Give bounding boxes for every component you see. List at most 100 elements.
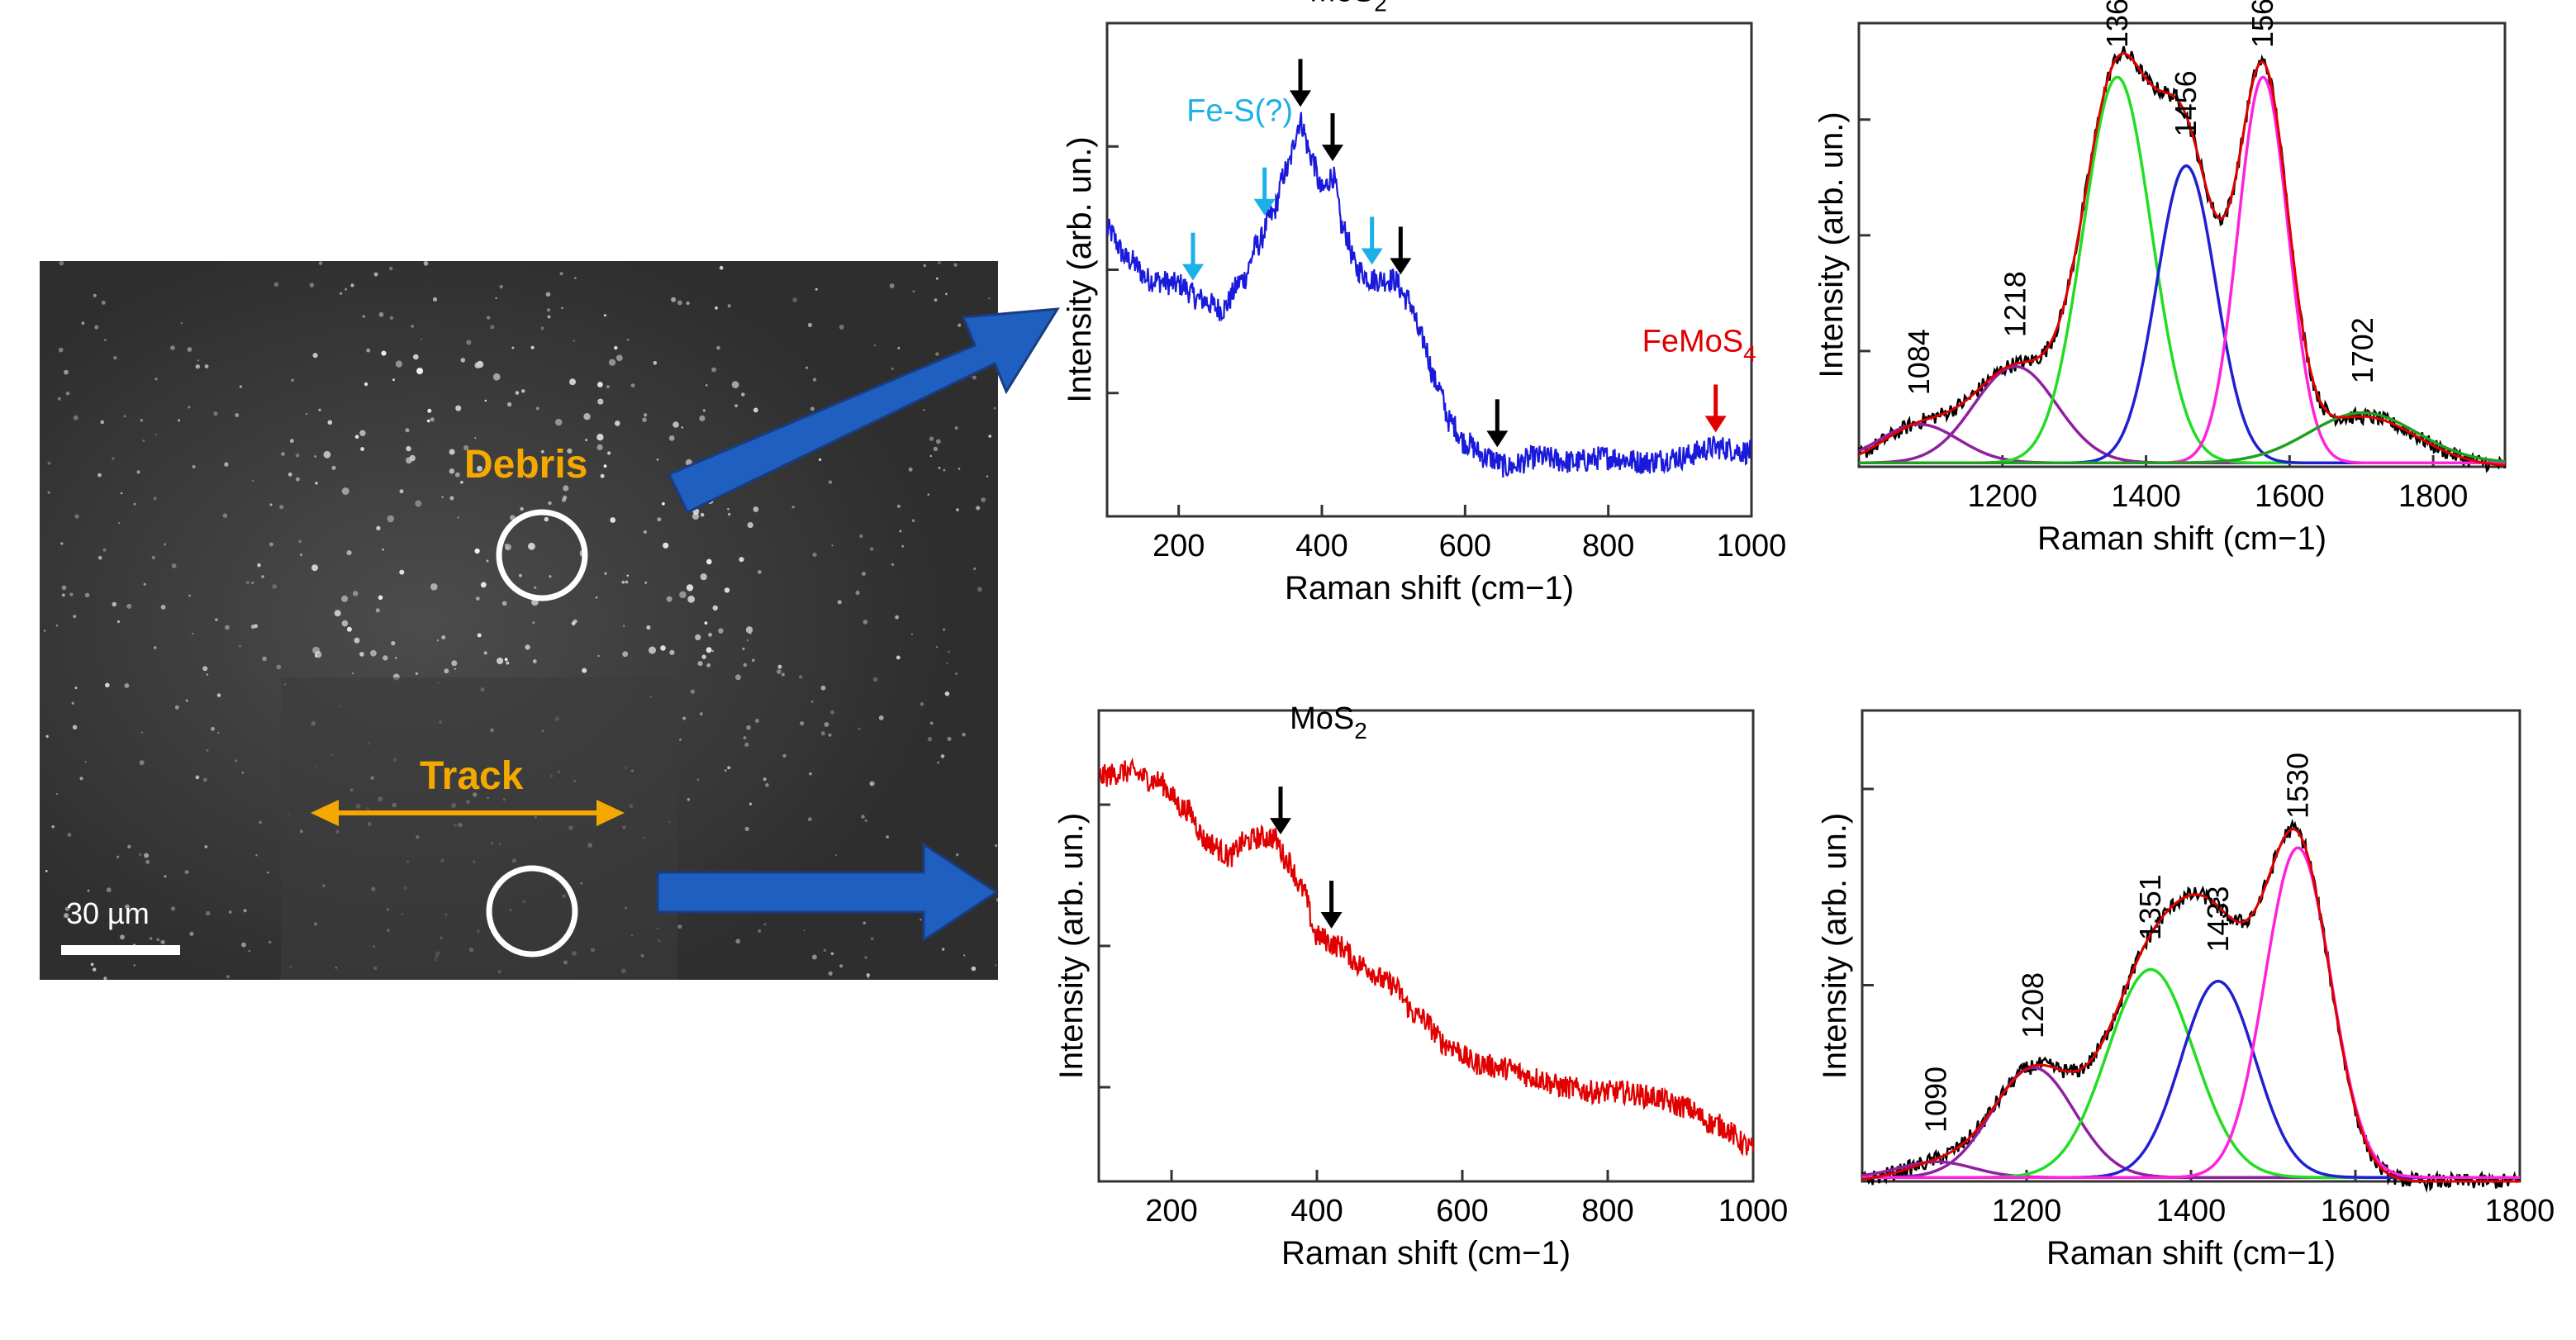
sem-particle [133,502,136,506]
sem-particle [621,580,625,584]
sem-particle [492,373,501,381]
sem-particle [735,938,741,944]
sem-particle [753,407,758,413]
sem-particle [127,844,131,848]
sem-particle [955,508,959,512]
sem-particle [409,454,416,462]
sem-particle [995,844,998,848]
sem-particle [528,542,535,550]
sem-particle [262,656,267,662]
sem-particle [569,378,576,386]
sem-particle [743,736,747,740]
sem-particle [235,759,238,763]
sem-particle [295,453,300,458]
sem-particle [742,647,745,651]
sem-particle [700,573,707,581]
sem-particle [712,605,718,611]
sem-particle [657,517,662,522]
debris-fit-envelope-line [1858,52,2506,467]
sem-particle [746,725,751,730]
sem-particle [341,487,349,495]
sem-particle [460,358,466,363]
sem-particle [81,321,85,325]
sem-particle [744,826,749,832]
sem-particle [519,573,522,577]
debris-raman-peak-arrow-0-head [1182,264,1204,281]
sem-particle [995,964,997,967]
sem-particle [938,466,941,469]
sem-particle [341,620,349,627]
sem-particle [309,283,314,287]
sem-particle [741,392,745,397]
sem-particle [204,845,208,848]
sem-particle [222,513,228,518]
sem-particle [69,592,74,596]
sem-particle [246,581,250,584]
sem-particle [441,635,446,639]
sem-particle [831,544,834,547]
track-fit-xtick-label: 1400 [2156,1194,2227,1228]
sem-particle [59,261,64,266]
track-raman-peak-arrow-0-head [1270,818,1291,835]
sem-particle [935,439,941,444]
debris-fit-peak-label-1456: 1456 [2169,70,2203,136]
sem-particle [682,716,687,720]
sem-particle [311,564,318,572]
sem-particle [71,701,74,705]
sem-particle [561,497,567,502]
sem-particle [677,300,682,306]
sem-particle [758,570,762,574]
sem-particle [820,731,825,736]
sem-particle [929,721,934,725]
track-fit-peak-label-1090: 1090 [1919,1067,1953,1133]
debris-to-spectrum-arrow [667,307,1060,515]
sem-particle [45,870,48,872]
sem-particle [211,726,215,731]
sem-particle [346,626,352,632]
sem-particle [668,435,675,441]
track-fit-envelope-line [1861,828,2520,1183]
sem-particle [241,772,245,774]
sem-particle [288,472,292,477]
debris-fit-experimental-line [1857,45,2507,473]
sem-particle [823,948,827,952]
debris-raman-series-line [1105,112,1753,478]
sem-particle [192,464,196,469]
track-width-arrow [311,800,625,826]
sem-particle [839,325,844,330]
sem-particle [389,316,394,321]
sem-particle [947,736,952,742]
sem-particle [64,913,69,919]
sem-particle [597,382,603,387]
sem-particle [139,760,145,766]
sem-particle [971,966,977,972]
sem-particle [596,434,604,441]
sem-particle [351,672,354,674]
sem-particle [250,624,255,630]
sem-particle [57,397,61,401]
debris-raman-peak-arrow-6-head [1486,430,1509,448]
sem-particle [197,359,199,362]
track-label: Track [420,754,524,798]
sem-particle [87,889,90,892]
sem-particle [64,906,69,911]
sem-particle [202,777,207,782]
track-raman-xtick-label: 200 [1145,1194,1197,1228]
sem-particle [215,618,218,621]
sem-particle [923,409,925,411]
sem-particle [97,473,102,478]
track-raman-xlabel: Raman shift (cm−1) [1281,1235,1571,1271]
sem-particle [375,608,380,613]
sem-particle [777,669,782,674]
track-fit-ylabel: Intensity (arb. un.) [1817,813,1853,1079]
sem-particle [474,437,477,440]
sem-particle [530,345,535,349]
sem-particle [318,261,323,265]
sem-particle [510,515,516,520]
sem-particle [872,677,878,682]
sem-particle [962,732,966,737]
debris-fit-peak-1456 [1859,164,2505,465]
sem-particle [382,548,384,551]
sem-particle [644,582,647,584]
debris-fit-peak-label-1563: 1563 [2246,0,2279,48]
